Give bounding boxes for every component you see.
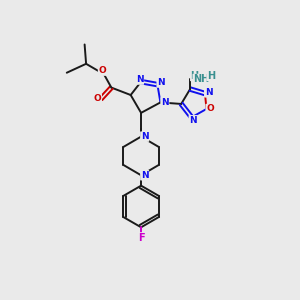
Text: O: O <box>99 66 106 75</box>
Text: N: N <box>189 116 197 125</box>
Text: N: N <box>161 98 169 107</box>
Text: F: F <box>138 233 144 243</box>
Text: N: N <box>141 171 148 180</box>
Text: H: H <box>190 71 199 81</box>
Text: O: O <box>94 94 101 103</box>
Text: O: O <box>206 104 214 113</box>
Text: NH: NH <box>193 74 209 84</box>
Text: N: N <box>205 88 212 97</box>
Text: N: N <box>141 132 148 141</box>
Text: H: H <box>207 71 215 81</box>
Text: N: N <box>157 78 165 87</box>
Text: N: N <box>136 75 143 84</box>
